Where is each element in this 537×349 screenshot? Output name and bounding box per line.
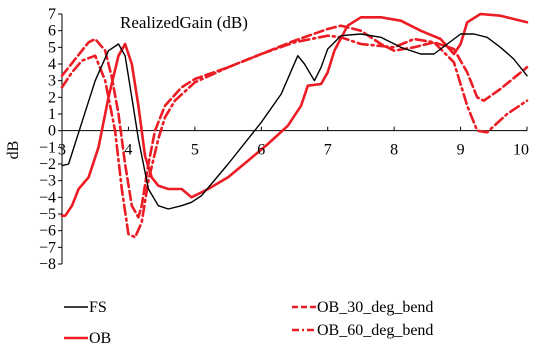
x-tick-label: 7 (324, 142, 332, 159)
x-tick-label: 3 (58, 142, 66, 159)
x-tick-label: 8 (390, 142, 398, 159)
x-tick-label: 4 (124, 142, 132, 159)
y-tick-label: 7 (48, 6, 56, 23)
y-tick-label: −6 (39, 223, 56, 240)
x-tick-label: 6 (257, 142, 265, 159)
chart-title: RealizedGain (dB) (120, 13, 248, 32)
series-layer (60, 12, 529, 239)
legend-label: FS (89, 299, 107, 316)
y-tick-label: 6 (48, 23, 56, 40)
x-tick-label: 10 (513, 142, 529, 159)
legend-label: OB (89, 330, 111, 347)
y-tick-label: 5 (48, 39, 56, 56)
y-tick-label: 1 (48, 106, 56, 123)
series-line-ob (60, 12, 529, 217)
y-tick-label: 3 (48, 73, 56, 90)
y-tick-label: −4 (39, 189, 56, 206)
series-line-ob-60-deg-bend (60, 34, 529, 239)
y-axis-label: dB (5, 141, 22, 160)
y-tick-label: −1 (39, 139, 56, 156)
legend: FS OB OB_30_deg_bend OB_60_deg_bend (64, 299, 433, 347)
y-tick-label: 2 (48, 89, 56, 106)
legend-label: OB_30_deg_bend (317, 299, 433, 316)
y-tick-label: −8 (39, 256, 56, 273)
series-line-fs (61, 33, 528, 210)
x-tick-label: 5 (191, 142, 199, 159)
y-tick-label: −2 (39, 156, 56, 173)
series-line-ob-30-deg-bend (60, 24, 529, 219)
y-tick-label: −7 (39, 239, 56, 256)
y-tick-label: −3 (39, 173, 56, 190)
x-tick-label: 9 (457, 142, 465, 159)
y-tick-label: 0 (48, 123, 56, 140)
y-tick-label: −5 (39, 206, 56, 223)
y-tick-label: 4 (48, 56, 56, 73)
legend-label: OB_60_deg_bend (317, 322, 433, 339)
axes (61, 14, 527, 264)
